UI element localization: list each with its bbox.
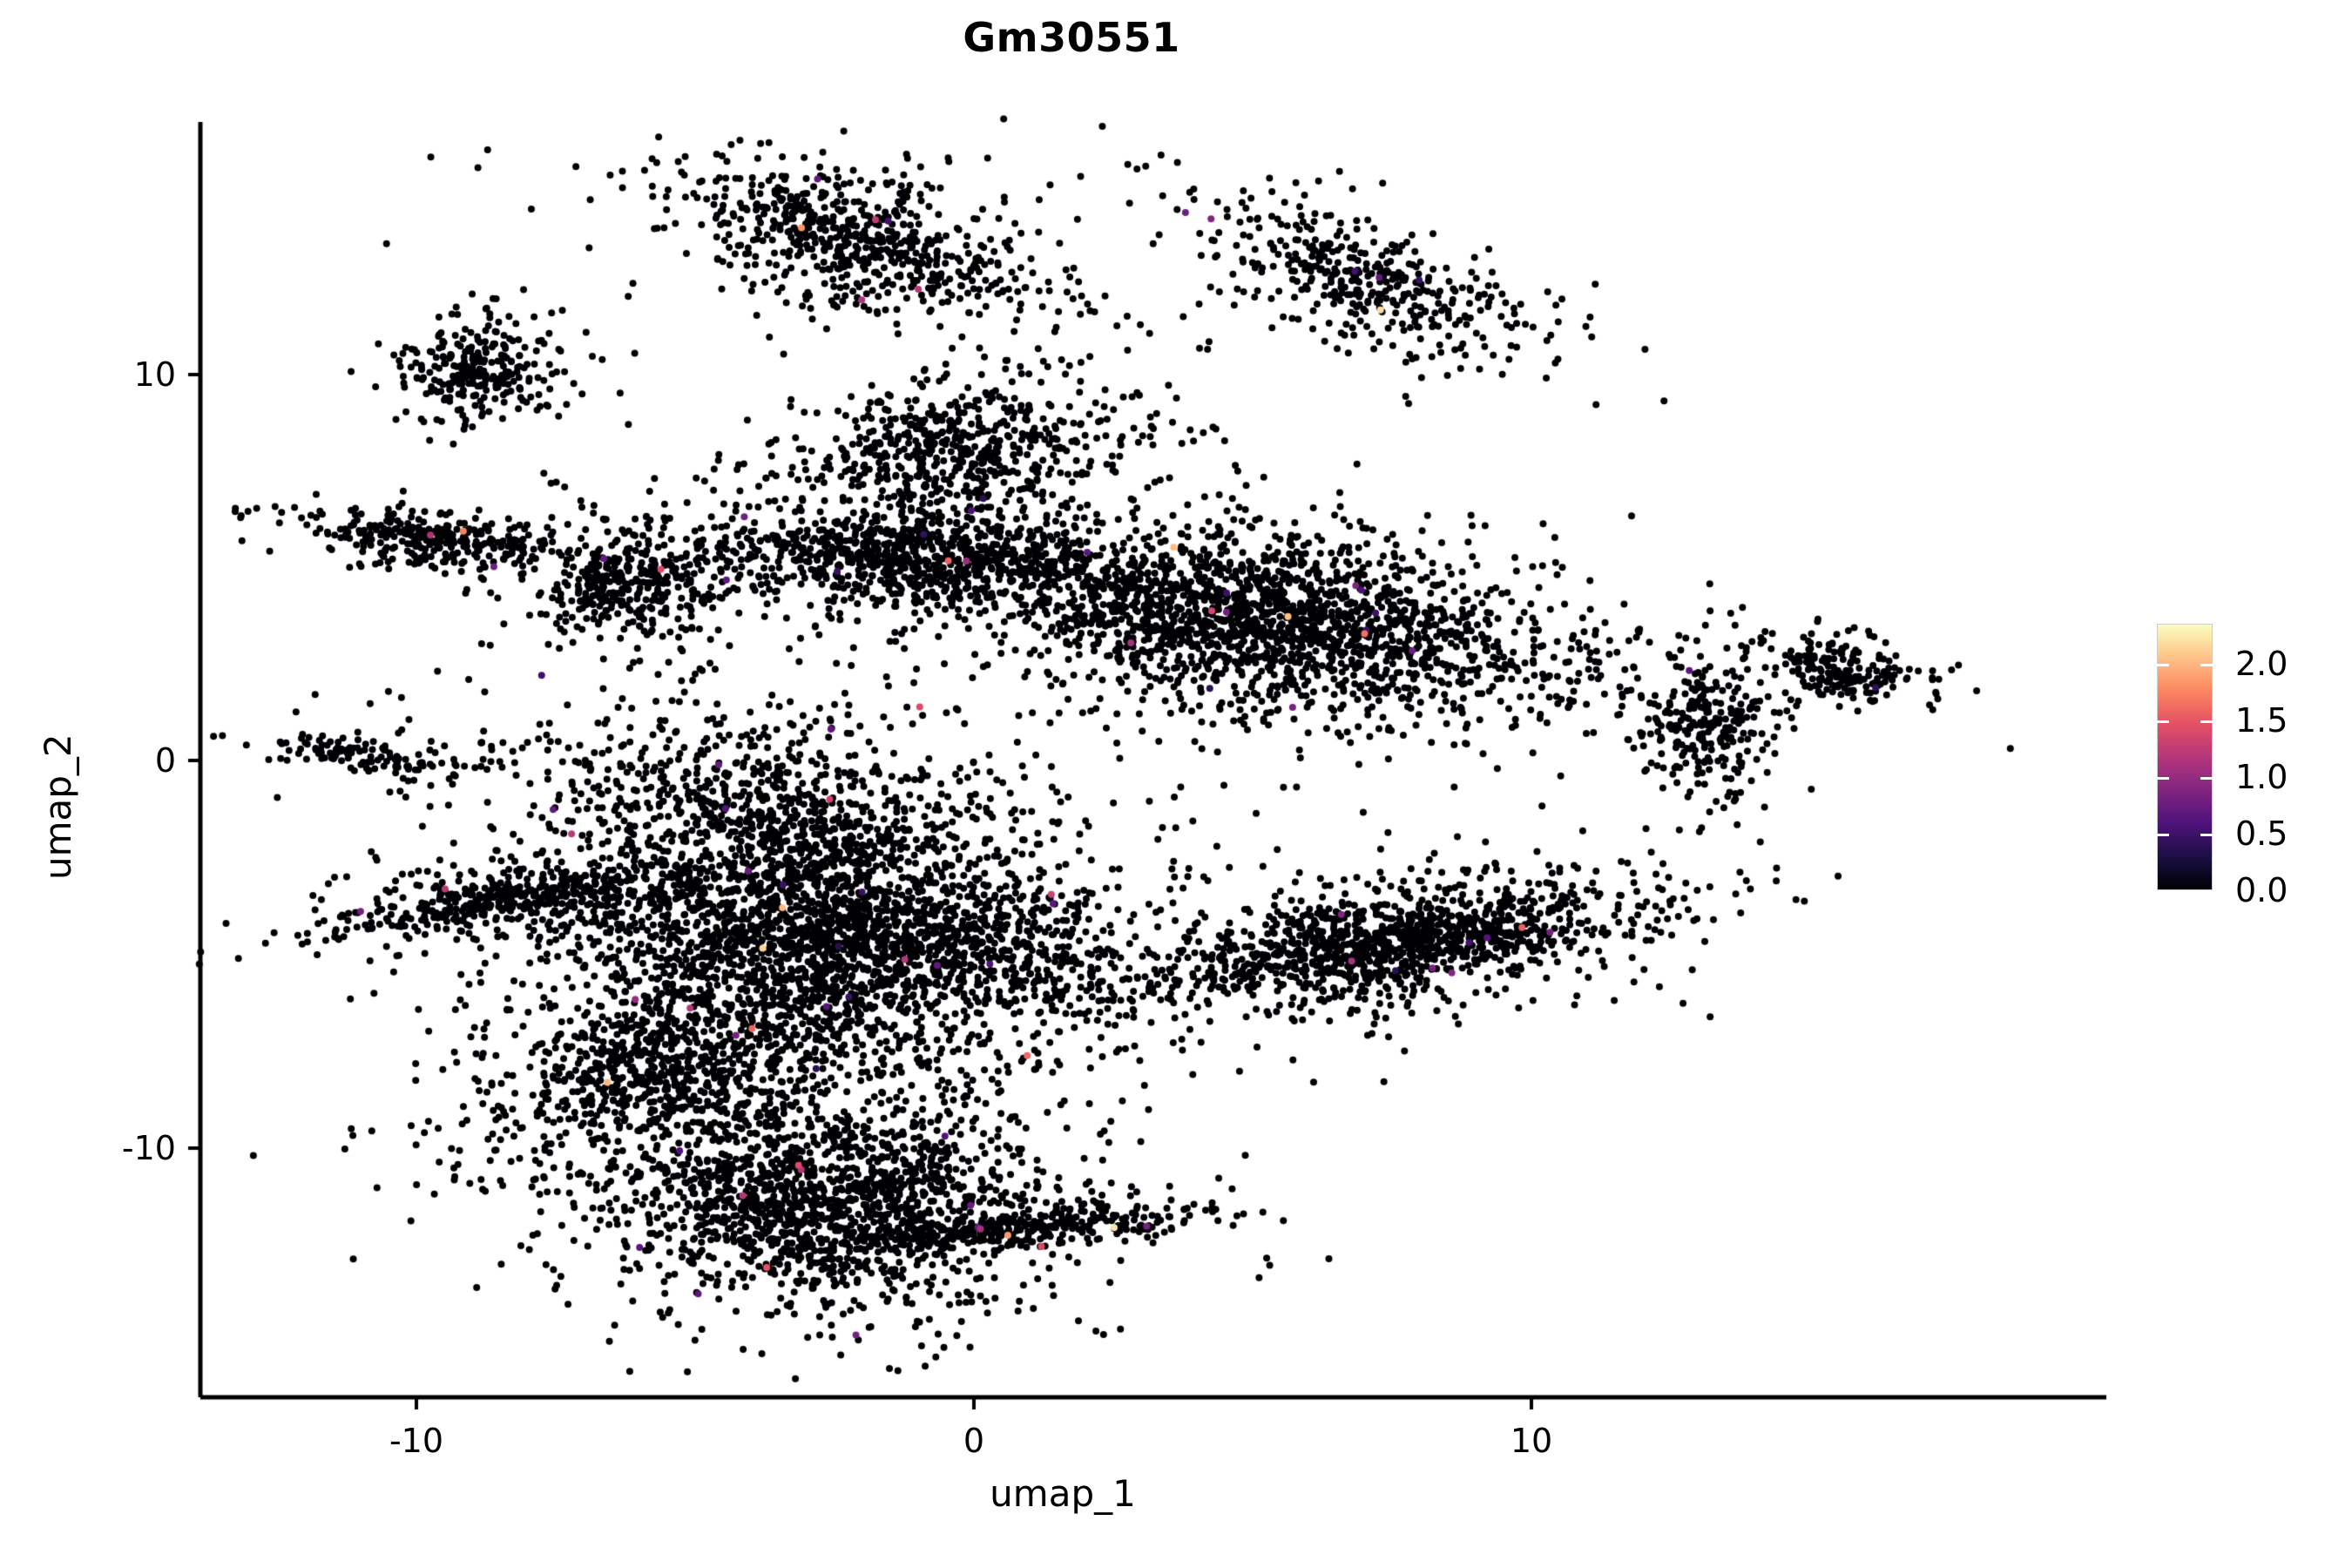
colorbar-tick-0	[2157, 663, 2169, 666]
x-tick-label-0: -10	[389, 1422, 444, 1460]
colorbar-tick-right-2	[2200, 776, 2213, 780]
colorbar-tick-right-3	[2200, 833, 2213, 836]
x-axis-label: umap_1	[990, 1472, 1136, 1515]
colorbar-gradient	[2157, 624, 2213, 890]
colorbar-tick-2	[2157, 776, 2169, 780]
colorbar-tick-label-0: 2.0	[2235, 644, 2288, 683]
y-tick-label-1: 0	[154, 741, 176, 780]
colorbar-tick-3	[2157, 833, 2169, 836]
colorbar-tick-right-1	[2200, 720, 2213, 723]
y-axis-label: umap_2	[37, 733, 79, 880]
colorbar-tick-1	[2157, 720, 2169, 723]
colorbar-tick-label-4: 0.0	[2235, 871, 2288, 909]
colorbar-tick-right-0	[2200, 663, 2213, 666]
x-tick-label-2: 10	[1510, 1422, 1553, 1460]
x-tick-label-1: 0	[963, 1422, 985, 1460]
y-tick-label-2: -10	[121, 1129, 176, 1167]
colorbar-tick-label-2: 1.0	[2235, 757, 2288, 796]
colorbar-tick-label-3: 0.5	[2235, 814, 2288, 853]
colorbar-tick-label-1: 1.5	[2235, 700, 2288, 740]
y-tick-label-0: 10	[133, 355, 176, 394]
